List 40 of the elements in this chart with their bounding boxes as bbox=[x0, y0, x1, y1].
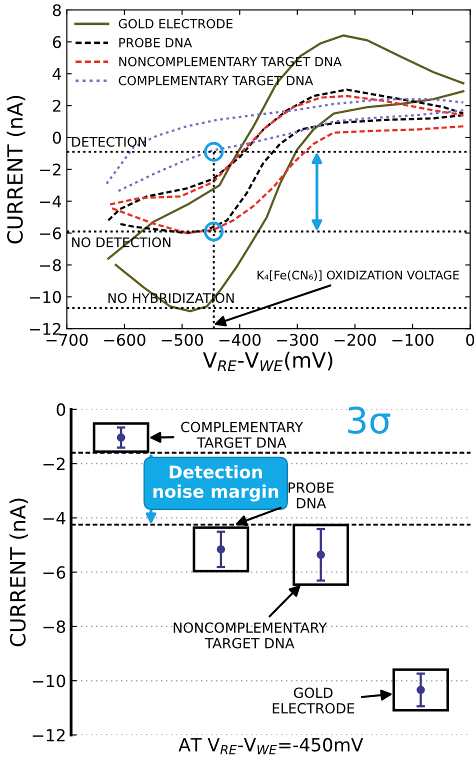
legend-label: GOLD ELECTRODE bbox=[118, 18, 233, 28]
annotation: NONCOMPLEMENTARY TARGET DNA bbox=[174, 622, 327, 648]
x-tick-label: 0 bbox=[466, 334, 474, 346]
y-tick-label: 0 bbox=[52, 132, 61, 144]
y-tick-label: 0 bbox=[56, 403, 66, 416]
annotation: Detection noise margin bbox=[153, 465, 278, 502]
y-axis-title: CURRENT (nA) bbox=[6, 96, 26, 244]
y-tick-label: 4 bbox=[52, 68, 62, 80]
x-tick-label: −700 bbox=[46, 334, 88, 346]
y-tick-label: 2 bbox=[52, 100, 60, 112]
y-tick-label: 6 bbox=[52, 36, 61, 48]
annotation: COMPLEMENTARY TARGET DNA bbox=[181, 422, 304, 448]
annotation: 3σ bbox=[348, 406, 390, 434]
y-tick-label: −8 bbox=[43, 620, 66, 633]
y-tick-label: −6 bbox=[40, 227, 61, 240]
x-tick-label: −100 bbox=[392, 334, 434, 346]
y-tick-label: −2 bbox=[40, 164, 60, 176]
y-tick-label: 8 bbox=[52, 4, 61, 16]
x-axis-title: V$_{RE}$-V$_{WE}$(mV) bbox=[202, 352, 332, 372]
y-tick-label: −2 bbox=[43, 458, 65, 470]
x-tick-label: −400 bbox=[219, 334, 261, 346]
x-tick-label: −600 bbox=[104, 334, 146, 346]
ref-line-label: DETECTION bbox=[72, 136, 146, 147]
x-tick-label: −300 bbox=[277, 334, 318, 346]
legend-label: PROBE DNA bbox=[119, 38, 192, 48]
y-axis-title: CURRENT (nA) bbox=[10, 498, 28, 646]
y-tick-label: −10 bbox=[30, 291, 61, 304]
annotation: GOLD ELECTRODE bbox=[272, 688, 354, 714]
y-tick-label: −6 bbox=[43, 566, 66, 579]
annotation: PROBE DNA bbox=[288, 482, 334, 508]
y-tick-label: −12 bbox=[30, 322, 60, 335]
ref-line-label: K₄[Fe(CN₆)] OXIDIZATION VOLTAGE bbox=[258, 270, 459, 281]
x-tick-label: −500 bbox=[162, 334, 203, 346]
y-tick-label: −8 bbox=[40, 259, 61, 272]
y-tick-label: −4 bbox=[40, 196, 62, 208]
y-tick-label: −4 bbox=[43, 512, 66, 524]
y-tick-label: −10 bbox=[32, 674, 66, 688]
x-tick-label: −200 bbox=[334, 334, 376, 346]
y-tick-label: −12 bbox=[32, 728, 65, 742]
x-axis-title: AT V$_{RE}$-V$_{WE}$=-450mV bbox=[178, 738, 364, 754]
